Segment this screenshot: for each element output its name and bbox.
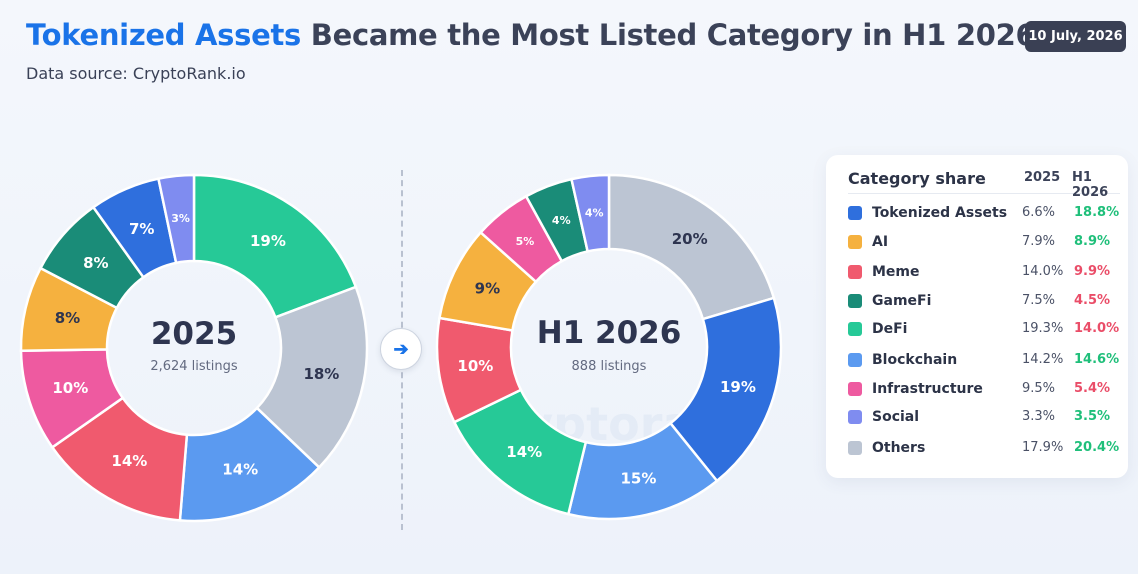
legend-value-2025: 17.9% [1022,440,1064,455]
legend-swatch [848,322,862,336]
legend-value-h1-2026: 14.0% [1074,321,1120,336]
legend-swatch [848,235,862,249]
legend-row: Social 3.3% 3.5% [848,406,1123,428]
legend-category-name: Infrastructure [872,381,983,397]
title-highlight: Tokenized Assets [26,18,301,52]
legend-category-name: Meme [872,264,920,280]
legend-value-h1-2026: 18.8% [1074,205,1120,220]
slice-label-h1-2026-defi: 14% [506,443,542,461]
legend-swatch [848,265,862,279]
legend-category-name: DeFi [872,321,908,337]
legend-value-h1-2026: 14.6% [1074,352,1120,367]
slice-h1-2026-social [569,173,611,253]
legend-col-2025: 2025 [1024,170,1061,185]
legend-value-h1-2026: 20.4% [1074,440,1120,455]
title-rest: Became the Most Listed Category in H1 20… [300,18,1036,52]
legend-value-h1-2026: 5.4% [1074,381,1111,396]
legend-value-2025: 7.9% [1022,234,1056,249]
slice-label-2025-others: 18% [303,365,339,383]
legend-value-2025: 3.3% [1022,409,1056,424]
slice-label-h1-2026-gamefi: 4% [552,214,571,227]
legend-value-2025: 7.5% [1022,293,1056,308]
legend-row: Blockchain 14.2% 14.6% [848,349,1123,371]
slice-label-2025-tokenized-assets: 7% [129,220,154,238]
slice-label-h1-2026-blockchain: 15% [620,470,656,488]
legend-value-2025: 14.0% [1022,264,1064,279]
page-title: Tokenized Assets Became the Most Listed … [26,18,1036,52]
slice-label-2025-social: 3% [171,212,190,225]
legend-panel: Category share 2025 H1 2026 Tokenized As… [826,155,1128,478]
slice-label-2025-infrastructure: 10% [52,379,88,397]
legend-swatch [848,410,862,424]
legend-category-name: AI [872,234,889,250]
slice-2025-defi [192,173,358,319]
slice-label-h1-2026-ai: 9% [475,279,500,297]
legend-category-name: Blockchain [872,352,958,368]
slice-h1-2026-others [607,173,776,321]
legend-value-2025: 6.6% [1022,205,1056,220]
legend-swatch [848,353,862,367]
center-title-h1-2026: H1 2026 [537,315,682,351]
legend-row: Tokenized Assets 6.6% 18.8% [848,202,1123,224]
legend-value-h1-2026: 8.9% [1074,234,1111,249]
center-title-2025: 2025 [151,316,237,352]
legend-title: Category share [848,169,986,188]
legend-value-h1-2026: 4.5% [1074,293,1111,308]
legend-value-h1-2026: 9.9% [1074,264,1111,279]
legend-category-name: Others [872,440,926,456]
legend-row: Meme 14.0% 9.9% [848,261,1123,283]
legend-row: DeFi 19.3% 14.0% [848,318,1123,340]
arrow-right-icon: ➔ [380,328,422,370]
legend-value-2025: 19.3% [1022,321,1064,336]
date-badge: 10 July, 2026 [1025,21,1126,52]
legend-value-h1-2026: 3.5% [1074,409,1111,424]
legend-category-name: GameFi [872,293,932,309]
legend-category-name: Social [872,409,920,425]
legend-category-name: Tokenized Assets [872,205,1008,221]
legend-header: Category share 2025 H1 2026 [848,167,1120,200]
data-source: Data source: CryptoRank.io [26,64,246,83]
slice-label-h1-2026-infrastructure: 5% [516,235,535,248]
legend-value-2025: 9.5% [1022,381,1056,396]
legend-value-2025: 14.2% [1022,352,1064,367]
legend-swatch [848,294,862,308]
slice-label-2025-ai: 8% [55,309,80,327]
legend-row: GameFi 7.5% 4.5% [848,290,1123,312]
slice-label-h1-2026-tokenized-assets: 19% [720,378,756,396]
slice-label-2025-meme: 14% [111,452,147,470]
legend-row: AI 7.9% 8.9% [848,231,1123,253]
legend-swatch [848,206,862,220]
legend-col-h1-2026: H1 2026 [1072,170,1109,200]
legend-swatch [848,441,862,455]
legend-swatch [848,382,862,396]
slice-label-2025-defi: 19% [250,232,286,250]
center-subtitle-h1-2026: 888 listings [572,359,647,374]
slice-label-2025-gamefi: 8% [83,254,108,272]
slice-label-h1-2026-social: 4% [585,206,604,219]
slice-label-2025-blockchain: 14% [222,460,258,478]
slice-2025-social [156,173,196,265]
legend-row: Infrastructure 9.5% 5.4% [848,378,1123,400]
slice-2025-blockchain [178,406,321,523]
slice-label-h1-2026-meme: 10% [457,357,493,375]
center-subtitle-2025: 2,624 listings [150,359,238,374]
slice-2025-others [255,285,369,470]
slice-label-h1-2026-others: 20% [672,230,708,248]
legend-row: Others 17.9% 20.4% [848,437,1123,459]
